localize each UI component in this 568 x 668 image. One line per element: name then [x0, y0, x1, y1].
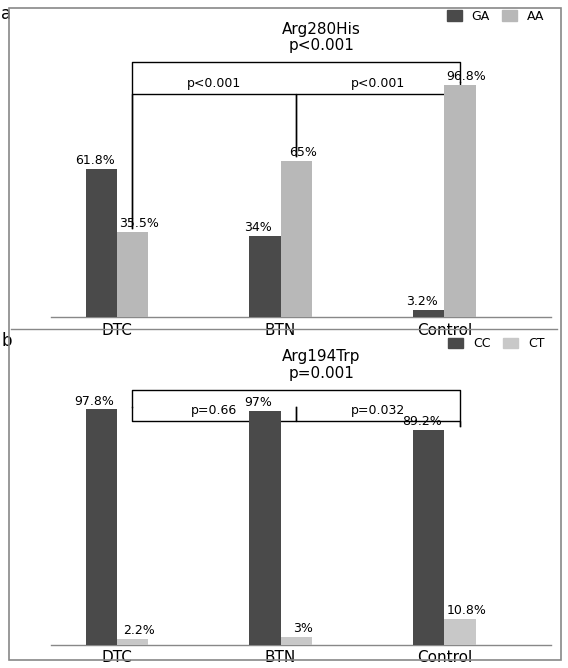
- Text: Arg194Trp: Arg194Trp: [282, 349, 361, 364]
- Text: 61.8%: 61.8%: [74, 154, 114, 167]
- Bar: [249, 411, 281, 645]
- Text: 96.8%: 96.8%: [446, 69, 486, 83]
- Text: a: a: [1, 5, 11, 23]
- Text: 97.8%: 97.8%: [74, 395, 115, 407]
- Text: 3%: 3%: [293, 623, 312, 635]
- Bar: [414, 430, 444, 645]
- Text: p=0.001: p=0.001: [289, 365, 354, 381]
- Bar: [281, 637, 312, 645]
- Text: 35.5%: 35.5%: [119, 217, 158, 230]
- Text: b: b: [1, 332, 11, 350]
- Text: 97%: 97%: [244, 396, 273, 409]
- Bar: [116, 232, 148, 317]
- Bar: [281, 161, 312, 317]
- Text: 2.2%: 2.2%: [123, 625, 154, 637]
- Text: p=0.66: p=0.66: [191, 404, 237, 418]
- Text: 34%: 34%: [245, 220, 272, 234]
- Text: Arg280His: Arg280His: [282, 21, 361, 37]
- Legend: GA, AA: GA, AA: [441, 5, 550, 28]
- Text: p<0.001: p<0.001: [351, 77, 405, 90]
- Bar: [116, 639, 148, 645]
- Text: p=0.032: p=0.032: [351, 404, 405, 418]
- Text: 10.8%: 10.8%: [446, 604, 487, 617]
- Bar: [444, 619, 475, 645]
- Text: p<0.001: p<0.001: [289, 38, 354, 53]
- Bar: [249, 236, 281, 317]
- Legend: CC, CT: CC, CT: [443, 332, 550, 355]
- Text: 3.2%: 3.2%: [407, 295, 438, 308]
- Bar: [444, 85, 475, 317]
- Text: p<0.001: p<0.001: [187, 77, 241, 90]
- Bar: [414, 309, 444, 317]
- Bar: [86, 409, 116, 645]
- Text: 65%: 65%: [289, 146, 316, 159]
- Text: 89.2%: 89.2%: [403, 415, 442, 428]
- Bar: [86, 169, 116, 317]
